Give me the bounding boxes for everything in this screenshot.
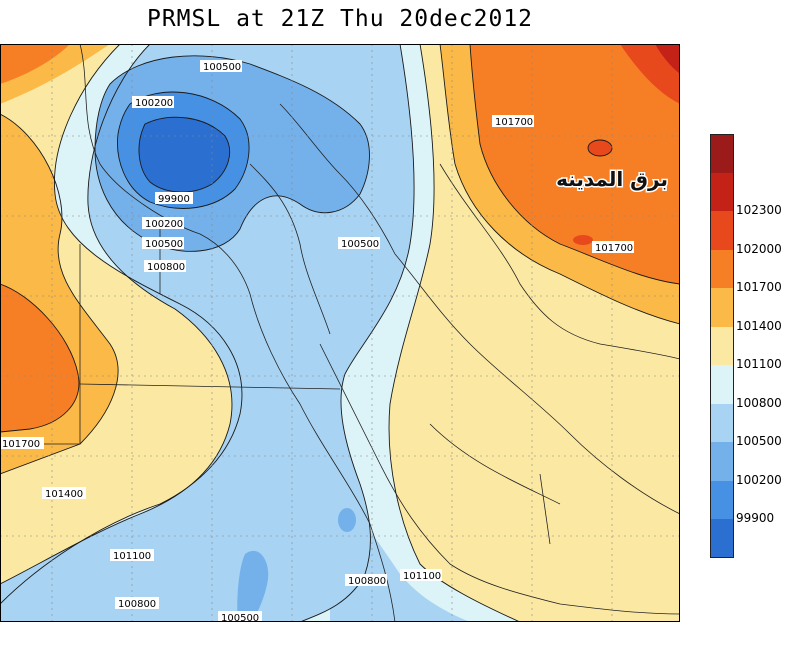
contour-label: 100200 [142,217,184,230]
legend-swatch [710,172,734,212]
legend-label: 100800 [736,395,782,410]
legend-label: 99900 [736,511,775,525]
contour-label: 100500 [218,611,262,624]
legend-swatch [710,365,734,404]
legend-swatch [710,480,734,520]
svg-text:100800: 100800 [118,599,156,610]
svg-text:101100: 101100 [113,551,151,562]
legend-swatch [710,249,734,289]
svg-text:99900: 99900 [158,194,190,205]
svg-text:101700: 101700 [495,117,533,128]
legend-label: 102000 [736,241,782,256]
contour-label: 100500 [200,60,242,73]
legend-swatch [710,403,734,443]
contour-label: 100800 [115,597,159,610]
legend-label: 100200 [736,472,782,487]
graticule [0,44,680,622]
band-99600 [138,117,230,193]
watermark-text: برق المدينه [556,167,668,191]
svg-text:100800: 100800 [348,576,386,587]
legend-label: 101700 [736,280,782,294]
legend-label: 101400 [736,318,782,333]
contour-label: 100500 [142,237,184,250]
color-legend [710,134,734,558]
band-102300-east [655,44,680,74]
svg-text:100200: 100200 [135,98,173,109]
contour-label: 101700 [492,115,534,128]
legend-swatch [710,326,734,366]
legend-swatch [710,288,734,327]
contour-label: 101700 [0,437,44,450]
legend-label: 101100 [736,357,782,371]
contour-label: 100200 [132,96,174,109]
contour-label: 100800 [345,574,387,587]
cell-102000-small-2 [573,235,593,245]
svg-text:100200: 100200 [145,219,183,230]
cell-102000-small [588,140,612,156]
svg-text:100500: 100500 [145,239,183,250]
cell-100200-south [338,508,356,532]
svg-text:100500: 100500 [341,239,379,250]
contour-labels: 100500 100200 99900 100200 100500 100800… [0,60,634,624]
legend-swatch [710,442,734,481]
legend-swatch [710,519,734,558]
map-title: PRMSL at 21Z Thu 20dec2012 [146,6,534,32]
contour-label: 101700 [592,241,634,254]
legend-swatch [710,134,734,173]
band-102000-east [620,44,680,104]
svg-text:101700: 101700 [595,243,633,254]
legend-label: 102300 [736,203,782,217]
svg-text:100500: 100500 [221,613,259,624]
contour-label: 100500 [338,237,380,250]
contour-label: 100800 [144,260,186,273]
band-101700-east [470,44,680,284]
svg-text:101400: 101400 [45,489,83,500]
contour-label: 101100 [110,549,154,562]
isobar-lines [0,44,680,622]
contour-label: 99900 [155,192,193,205]
legend-label: 100500 [736,434,782,448]
svg-text:100800: 100800 [147,262,185,273]
band-100200-south [237,550,269,622]
svg-text:100500: 100500 [203,62,241,73]
band-101700-west [0,284,79,432]
map-frame [0,44,680,622]
legend-swatch [710,211,734,250]
contour-label: 101400 [42,487,86,500]
contour-label: 101100 [400,569,442,582]
svg-text:101700: 101700 [2,439,40,450]
band-101700-nw [0,44,70,84]
coastlines [0,44,680,622]
svg-text:101100: 101100 [403,571,441,582]
pressure-map: 100500 100200 99900 100200 100500 100800… [0,44,680,624]
